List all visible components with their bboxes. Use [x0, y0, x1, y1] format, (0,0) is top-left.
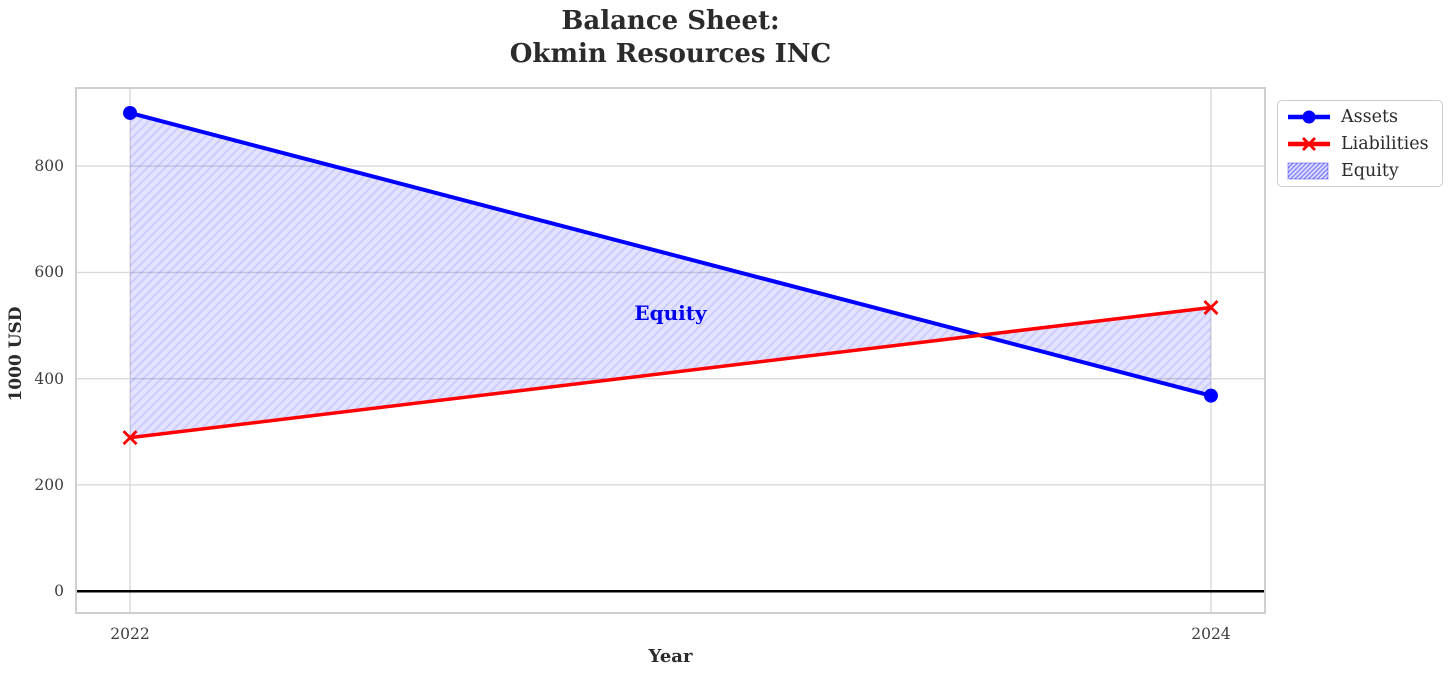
legend-item-assets: Assets	[1278, 103, 1442, 130]
legend-label-liabilities: Liabilities	[1341, 133, 1429, 154]
assets-line	[128, 110, 1213, 398]
y-tick-label: 600	[34, 263, 64, 282]
y-axis-label: 1000 USD	[6, 306, 26, 402]
liabilities-sample-marker	[1302, 136, 1316, 151]
equity-sample-svg	[1287, 161, 1329, 180]
x-axis-label: Year	[648, 646, 693, 667]
equity-annotation: Equity	[634, 301, 707, 326]
y-tick-label: 400	[34, 369, 64, 388]
assets-sample-marker	[1302, 110, 1316, 123]
equity-sample-swatch	[1287, 161, 1329, 180]
assets-line-sample	[1286, 107, 1332, 127]
liabilities-line	[128, 305, 1213, 440]
chart-title: Balance Sheet: Okmin Resources INC	[76, 5, 1265, 72]
legend: Assets Liabilities Equity	[1277, 100, 1443, 187]
y-tick-label: 0	[54, 582, 64, 601]
legend-item-liabilities: Liabilities	[1278, 130, 1442, 157]
liabilities-line-sample	[1286, 134, 1332, 154]
legend-label-equity: Equity	[1341, 160, 1399, 181]
liabilities-marker	[1203, 299, 1219, 315]
plot-border	[75, 87, 1266, 614]
legend-item-equity: Equity	[1278, 157, 1442, 184]
y-tick-label: 800	[34, 157, 64, 176]
x-marker-stroke	[122, 430, 138, 446]
assets-marker	[123, 105, 138, 120]
legend-label-assets: Assets	[1341, 106, 1398, 127]
liabilities-marker	[122, 430, 138, 446]
y-tick-label: 200	[34, 475, 64, 494]
x-tick-label: 2022	[110, 625, 150, 643]
liabilities-sample-svg	[1288, 136, 1330, 151]
equity-fill-area	[130, 112, 1211, 438]
chart-title-line2: Okmin Resources INC	[509, 39, 832, 70]
chart-title-line1: Balance Sheet:	[561, 6, 780, 36]
x-marker-stroke	[1203, 299, 1219, 315]
assets-marker	[1203, 388, 1218, 403]
equity-hatch-swatch	[1286, 161, 1332, 181]
assets-sample-svg	[1288, 110, 1330, 123]
x-tick-label: 2024	[1191, 625, 1231, 643]
